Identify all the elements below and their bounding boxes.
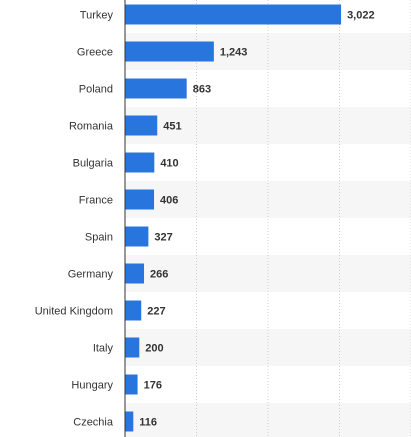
bar-bulgaria[interactable] [125,152,155,173]
bar-united-kingdom[interactable] [125,300,142,321]
category-label: Italy [93,343,114,355]
category-label: Turkey [80,10,114,22]
value-label: 863 [193,84,211,96]
category-label: Hungary [71,380,113,392]
category-label: France [79,195,113,207]
value-label: 200 [145,343,163,355]
bar-spain[interactable] [125,226,149,247]
value-label: 327 [154,232,172,244]
bars [125,4,342,432]
value-label: 406 [160,195,178,207]
value-labels: 3,022 1,243 863 451 410 406 327 266 227 200 176 116 [139,10,374,429]
value-label: 1,243 [220,47,248,59]
category-label: Germany [68,269,114,281]
category-label: Poland [79,84,113,96]
row-band [125,329,411,366]
value-label: 227 [147,306,165,318]
value-label: 3,022 [347,10,375,22]
category-label: Czechia [73,417,114,429]
value-label: 116 [139,417,157,429]
value-label: 410 [160,158,178,170]
bar-greece[interactable] [125,41,214,62]
bar-poland[interactable] [125,78,187,99]
bar-germany[interactable] [125,263,145,284]
bar-italy[interactable] [125,337,140,358]
row-band [125,107,411,144]
bar-czechia[interactable] [125,411,134,432]
category-label: Romania [69,121,114,133]
bar-france[interactable] [125,189,155,210]
row-band [125,181,411,218]
category-label: Bulgaria [73,158,114,170]
category-label: Spain [85,232,113,244]
category-label: United Kingdom [35,306,113,318]
value-label: 176 [144,380,162,392]
category-label: Greece [77,47,113,59]
value-label: 266 [150,269,168,281]
bar-hungary[interactable] [125,374,138,395]
value-label: 451 [163,121,181,133]
bar-turkey[interactable] [125,4,342,25]
grid-lines [196,0,411,437]
bar-romania[interactable] [125,115,158,136]
category-labels: Turkey Greece Poland Romania Bulgaria France S… [35,10,114,429]
